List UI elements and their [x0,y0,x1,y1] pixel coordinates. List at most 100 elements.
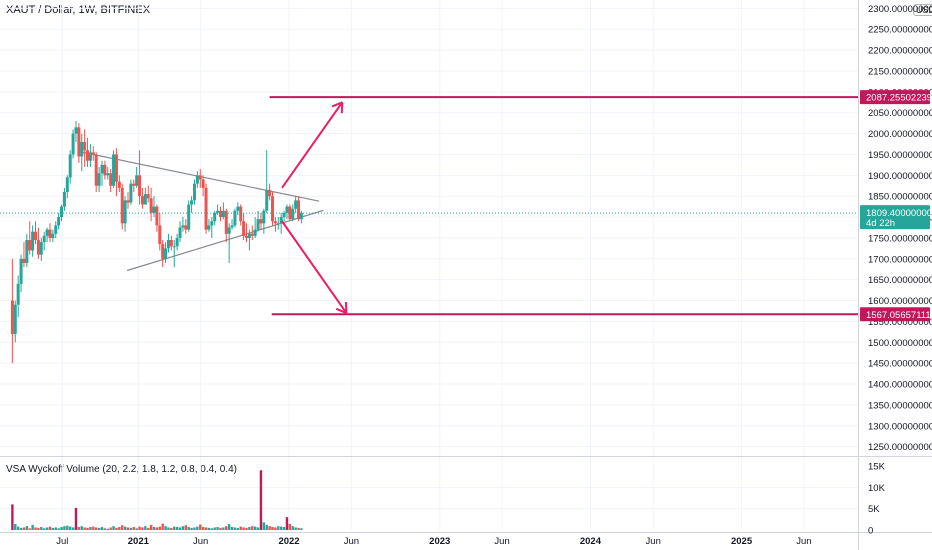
volume-bar [138,526,141,530]
volume-bar [219,527,222,530]
volume-bar [68,526,72,530]
candle-body [244,235,248,238]
volume-axis-labels: 15K 10K 5K 0 [868,462,886,537]
price-badges: 2087.25502239 1567.05657111 1809.400000004… [860,90,932,322]
y-tick-label: 1600.00000000 [868,296,932,307]
volume-bar [213,527,216,530]
volume-bar [222,527,225,530]
x-tick-label: 2025 [731,536,753,547]
candle-body [262,210,266,224]
volume-bar [277,526,280,530]
volume-bar [132,527,135,530]
volume-bar [57,528,60,530]
candle-body [114,154,118,182]
candle-body [19,258,23,284]
x-axis-labels: Jul 2021 Jun 2022 Jun 2023 Jun 2024 Jun 2025 Jun [56,536,811,547]
candle-body [36,240,40,255]
volume-bar [86,527,89,530]
candle-body [294,200,298,209]
candle-body [57,217,61,226]
volume-bar [66,525,69,530]
candle-body [273,221,277,224]
volume-bar [268,526,271,530]
candle-body [253,229,257,236]
y-tick-label: 2300.00000000 [868,4,932,15]
volume-bars [11,470,303,530]
y-tick-label: 2050.00000000 [868,108,932,119]
candle-body [143,194,147,205]
candle-body [22,258,26,263]
candle-body [297,200,301,220]
volume-bar [112,526,115,530]
volume-bar [190,527,193,530]
volume-bar [288,524,292,530]
candle-body [39,242,43,255]
volume-bar [80,526,83,530]
volume-bar [48,526,52,530]
volume-bar [271,527,274,530]
candle-body [288,206,292,220]
y-tick-label: 1300.00000000 [868,421,932,432]
candle-body [291,208,295,220]
candle-body [62,192,66,207]
y-tick-label: 1250.00000000 [868,442,932,453]
y-tick-label: 2000.00000000 [868,129,932,140]
volume-bar [239,526,242,530]
volume-bar [155,527,159,530]
candle-body [123,200,127,224]
volume-bar [11,504,14,530]
candle-body [158,225,162,245]
volume-bar [184,525,188,530]
grid [0,0,858,530]
volume-bar [152,527,156,530]
volume-bar [63,526,66,530]
candle-body [129,183,133,203]
y-tick-label: 1750.00000000 [868,233,932,244]
volume-bar [196,526,199,530]
volume-bar [103,528,107,530]
y-tick-label: 1550.00000000 [868,317,932,328]
last-price-value: 1809.40000000 [866,208,932,219]
candle-body [175,237,179,247]
candle-body [146,194,150,199]
volume-bar [201,527,205,530]
volume-bar [149,524,153,530]
x-tick-label: Jun [796,536,811,547]
volume-bar [25,526,29,530]
candle-body [120,187,124,224]
candle-body [218,210,222,218]
candle-body [13,304,17,334]
arrow-head [340,102,344,114]
candle-body [204,187,208,230]
candle-body [299,213,303,220]
y-tick-label: 1400.00000000 [868,380,932,391]
volume-bar [74,507,78,530]
y-tick-label: 1650.00000000 [868,275,932,286]
volume-bar [37,527,40,530]
candle-body [149,198,153,213]
volume-bar [178,527,182,530]
volume-bar [100,527,104,530]
candle-body [45,229,49,236]
volume-bar [158,526,161,530]
volume-bar [71,527,75,530]
candle-body [247,233,251,238]
volume-bar [135,528,138,530]
volume-bar [253,526,257,530]
volume-bar [210,528,214,530]
volume-tick-label: 10K [868,483,886,494]
triangle-lower-line [126,209,324,272]
candle-body [224,210,228,234]
volume-bar [279,526,283,530]
volume-bar [45,527,49,530]
y-tick-label: 1900.00000000 [868,171,932,182]
y-tick-label: 1850.00000000 [868,192,932,203]
candle-body [207,225,211,230]
volume-bar [173,526,176,530]
volume-bar [51,527,55,530]
currency-button[interactable]: USD [913,4,932,16]
candle-body [256,219,260,230]
volume-bar [34,527,37,530]
volume-bar [14,524,17,530]
